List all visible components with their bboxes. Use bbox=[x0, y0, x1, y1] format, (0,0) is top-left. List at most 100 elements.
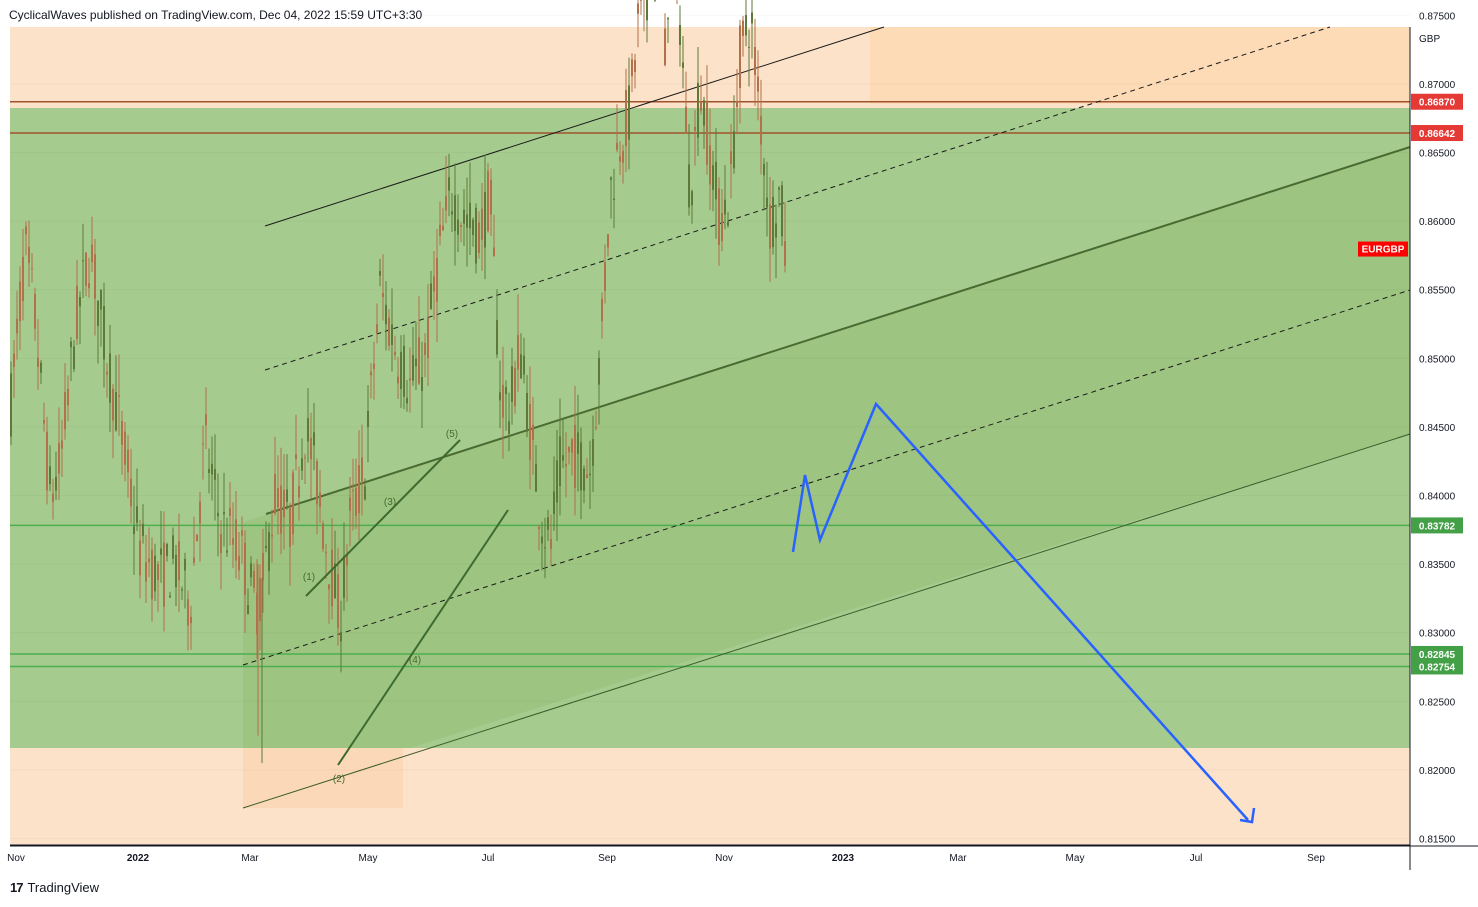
candle-body bbox=[223, 512, 225, 515]
candle-body bbox=[364, 486, 366, 500]
candle-body bbox=[37, 357, 39, 367]
candle-body bbox=[667, 18, 669, 20]
x-tick-label: Mar bbox=[241, 853, 259, 864]
y-tick-label: 0.87000 bbox=[1419, 80, 1456, 91]
candle-body bbox=[34, 294, 36, 329]
candle-body bbox=[127, 449, 129, 473]
y-tick-label: 0.82000 bbox=[1419, 766, 1456, 777]
candle-body bbox=[502, 384, 504, 418]
candle-body bbox=[688, 164, 690, 208]
candle-body bbox=[412, 355, 414, 381]
candle-body bbox=[769, 204, 771, 249]
candle-body bbox=[619, 156, 621, 162]
candle-body bbox=[70, 341, 72, 348]
candle-body bbox=[349, 497, 351, 511]
candle-body bbox=[634, 60, 636, 72]
candle-body bbox=[709, 145, 711, 185]
candle-body bbox=[682, 62, 684, 68]
candle-body bbox=[595, 427, 597, 429]
candle-body bbox=[646, 0, 648, 21]
candle-body bbox=[148, 558, 150, 563]
candle-body bbox=[13, 353, 15, 368]
candle-body bbox=[460, 225, 462, 228]
candle-body bbox=[628, 85, 630, 140]
symbol-tag-label: EURGBP bbox=[1362, 245, 1405, 256]
candle-body bbox=[478, 222, 480, 254]
candle-body bbox=[91, 244, 93, 263]
candle-body bbox=[295, 454, 297, 460]
candle-body bbox=[541, 536, 543, 544]
candle-body bbox=[586, 474, 588, 478]
candle-body bbox=[241, 530, 243, 536]
candle-body bbox=[358, 465, 360, 514]
candle-body bbox=[757, 76, 759, 92]
x-tick-label: Jul bbox=[482, 853, 495, 864]
candle-body bbox=[316, 461, 318, 505]
candle-body bbox=[181, 589, 183, 591]
candle-body bbox=[763, 163, 765, 176]
candle-body bbox=[574, 425, 576, 488]
candle-body bbox=[529, 404, 531, 460]
candle-body bbox=[511, 366, 513, 402]
candle-body bbox=[259, 578, 261, 621]
candle-body bbox=[49, 466, 51, 485]
candle-body bbox=[106, 371, 108, 375]
y-tick-label: 0.83500 bbox=[1419, 560, 1456, 571]
candle-body bbox=[172, 535, 174, 559]
candle-body bbox=[214, 469, 216, 480]
price-tag-label: 0.82754 bbox=[1419, 662, 1456, 673]
candle-body bbox=[247, 604, 249, 614]
footer-brand[interactable]: 17 TradingView bbox=[10, 880, 99, 895]
y-tick-label: 0.83000 bbox=[1419, 629, 1456, 640]
candle-body bbox=[304, 457, 306, 459]
price-tag bbox=[1411, 517, 1463, 534]
candle-body bbox=[694, 126, 696, 131]
price-tag bbox=[1411, 645, 1463, 662]
candle-body bbox=[703, 100, 705, 126]
candle-body bbox=[202, 443, 204, 445]
candle-body bbox=[154, 555, 156, 592]
candle-body bbox=[322, 523, 324, 549]
candle-body bbox=[616, 142, 618, 150]
wave-lines bbox=[305, 439, 509, 766]
price-axis-background bbox=[1411, 27, 1478, 870]
candle-body bbox=[538, 526, 540, 530]
candle-body bbox=[244, 542, 246, 596]
wave-label: (1) bbox=[303, 572, 315, 583]
candle-body bbox=[406, 397, 408, 404]
candle-body bbox=[544, 547, 546, 549]
channel-upper-outer-line bbox=[264, 26, 885, 227]
x-tick-label: Mar bbox=[949, 853, 967, 864]
candle-body bbox=[109, 353, 111, 403]
candle-body bbox=[631, 59, 633, 77]
candle-body bbox=[286, 489, 288, 502]
y-tick-label: 0.84500 bbox=[1419, 423, 1456, 434]
channel-orange-strip bbox=[243, 748, 403, 808]
candle-body bbox=[760, 116, 762, 145]
plot-background bbox=[10, 27, 1410, 870]
candle-body bbox=[313, 432, 315, 446]
candle-body bbox=[355, 487, 357, 516]
candle-body bbox=[289, 507, 291, 547]
price-tag-label: 0.86642 bbox=[1419, 129, 1456, 140]
channel-lower-line bbox=[242, 433, 1411, 809]
candle-body bbox=[265, 545, 267, 549]
candle-body bbox=[625, 90, 627, 147]
candle-body bbox=[610, 177, 612, 180]
candle-body bbox=[706, 102, 708, 165]
candle-body bbox=[727, 221, 729, 226]
candle-body bbox=[613, 198, 615, 201]
price-tags: 0.922150.902980.885540.878260.868700.866… bbox=[1358, 93, 1463, 675]
candle-body bbox=[772, 196, 774, 248]
price-tag-label: 0.86870 bbox=[1419, 98, 1456, 109]
candle-body bbox=[190, 616, 192, 624]
candle-body bbox=[169, 595, 171, 598]
candle-body bbox=[22, 256, 24, 302]
candle-body bbox=[28, 246, 30, 264]
wave-label: (5) bbox=[446, 429, 458, 440]
y-tick-label: 0.82500 bbox=[1419, 697, 1456, 708]
y-tick-label: 0.86000 bbox=[1419, 217, 1456, 228]
wave-2-line bbox=[337, 509, 509, 766]
candle-body bbox=[334, 563, 336, 599]
